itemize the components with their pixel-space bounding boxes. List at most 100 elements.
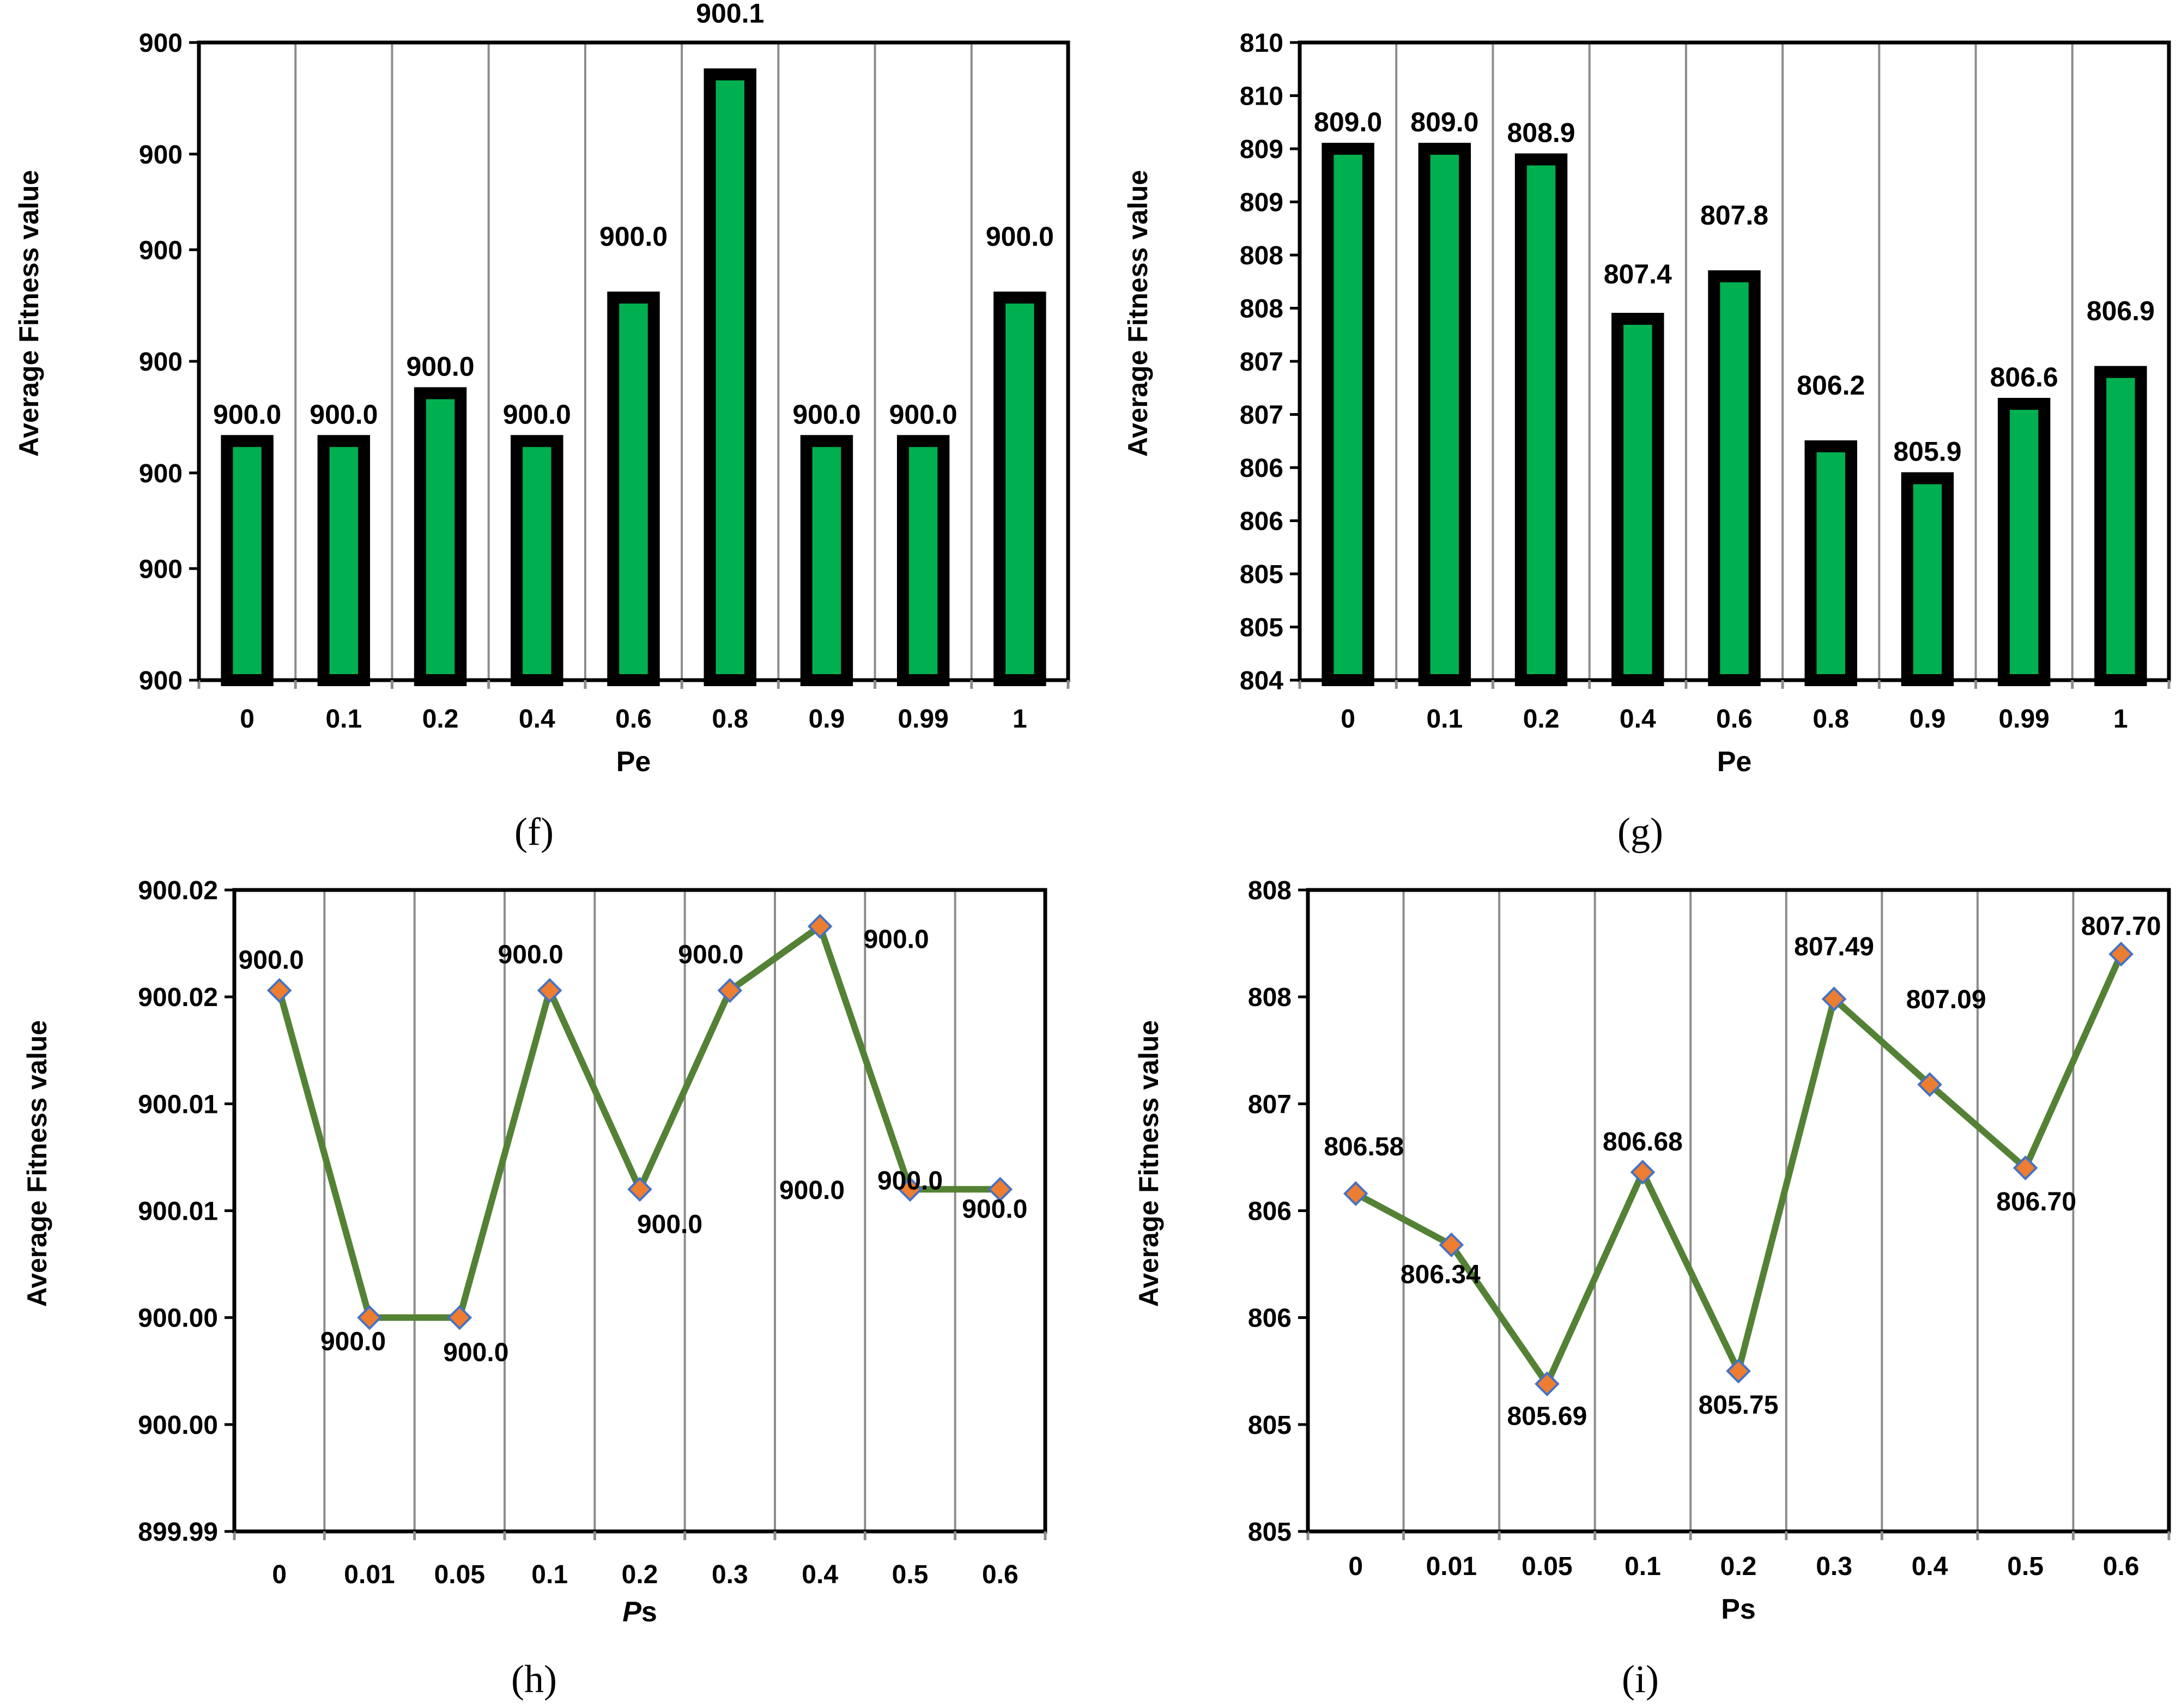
data-label: 806.2 [1797,370,1865,401]
data-point [447,1305,472,1330]
x-tick-label: 0.3 [712,1560,748,1589]
bar [800,435,853,686]
bar [2094,366,2147,686]
data-label: 900.0 [889,399,957,429]
x-tick-label: 0.1 [325,705,362,734]
y-tick-label: 807 [1248,1090,1292,1119]
data-label: 806.34 [1401,1260,1481,1289]
y-tick-label: 900 [139,236,183,265]
x-tick-label: 0 [272,1560,287,1589]
bar [1418,143,1471,686]
data-label: 807.70 [2081,912,2161,941]
data-label: 900.0 [599,221,668,252]
data-point [627,1177,652,1202]
data-point [1726,1358,1751,1384]
data-label: 900.0 [503,399,571,429]
data-point [2013,1155,2038,1180]
chart-h: 899.99900.00900.00900.01900.01900.02900.… [22,876,1047,1701]
bar [993,292,1046,686]
bar [414,387,467,686]
bar [1322,143,1374,686]
data-label: 807.4 [1604,259,1672,289]
y-tick-label: 806 [1240,507,1283,536]
x-tick-label: 0.05 [434,1560,485,1589]
x-tick-label: 0.4 [1620,705,1656,734]
y-tick-label: 808 [1248,983,1292,1012]
bar [704,68,756,686]
data-point [1439,1232,1464,1258]
y-axis-title: Average Fitness value [14,170,44,457]
data-label: 900.0 [443,1338,508,1367]
chart-i: 805 805 806 806 807 808 808 0 0.01 0.05 0.1 0.2 0.3 0… [1134,876,2171,1701]
data-label: 900.0 [406,352,474,382]
chart-f: 900 900 900 900 900 900 900 0 0.1 0.2 0.4 0.6 0.8 0.9… [14,0,1070,853]
y-tick-label: 900.01 [138,1197,218,1226]
x-tick-label: 1 [1013,705,1027,734]
data-label: 806.9 [2087,296,2155,326]
bar [317,435,371,686]
y-tick-label: 900 [139,459,183,488]
data-point [807,913,833,939]
data-label: 808.9 [1507,118,1575,148]
x-tick-label: 0.05 [1522,1552,1572,1581]
y-tick-label: 900 [139,348,183,377]
y-tick-label: 900.02 [138,876,218,905]
x-tick-label: 0.3 [1816,1552,1852,1581]
x-tick-label: 0.01 [344,1560,395,1589]
y-tick-label: 900.00 [138,1411,218,1440]
x-tick-label: 0.6 [982,1560,1019,1589]
x-tick-label: 0.2 [622,1560,658,1589]
panel-caption: (f) [514,810,554,853]
x-tick-label: 0.2 [1523,705,1560,734]
data-label-extra: 900.0 [779,1176,845,1205]
y-tick-label: 804 [1240,667,1283,695]
y-tick-label: 805 [1240,560,1283,589]
panel-caption: (g) [1617,810,1663,853]
panel-caption: (i) [1622,1657,1659,1701]
data-label: 900.0 [310,399,378,429]
bar [1804,440,1857,686]
chart-g: 804 805 805 806 806 807 807 808 808 809 809 810 810 0… [1123,29,2171,853]
data-label: 806.58 [1324,1132,1404,1161]
data-label: 809.0 [1314,107,1382,137]
y-tick-label: 900 [139,667,183,695]
data-label: 806.6 [1990,362,2058,392]
data-label: 807.8 [1700,200,1768,231]
data-label: 807.49 [1794,932,1874,961]
bar [607,292,660,686]
data-label: 900.1 [696,0,764,29]
data-point [1343,1181,1368,1206]
x-tick-label: 0.9 [1910,705,1946,734]
x-axis-title-rest: s [641,1596,657,1628]
data-label: 809.0 [1410,107,1478,137]
y-tick-label: 807 [1240,401,1283,430]
data-label: 805.69 [1507,1402,1587,1431]
y-tick-label: 900.01 [138,1090,218,1119]
bar [221,435,274,686]
x-tick-label: 0.01 [1426,1552,1477,1581]
data-label: 900.0 [864,925,929,954]
data-point [898,1177,923,1202]
x-axis-title: Ps [1721,1594,1756,1625]
data-point [717,978,743,1003]
y-tick-label: 806 [1240,454,1283,483]
y-tick-label: 806 [1248,1304,1292,1333]
x-tick-label: 0.6 [1716,705,1753,734]
data-label: 900.0 [320,1328,386,1356]
y-axis-title: Average Fitness value [1123,170,1153,457]
data-label: 805.9 [1893,437,1961,467]
x-axis-title-italic: P [622,1596,641,1628]
x-tick-label: 0 [1341,705,1355,734]
y-tick-label: 900.00 [138,1304,218,1333]
bar [1611,313,1664,686]
x-axis-title: Pe [1717,746,1752,778]
x-axis-title: Ps [622,1596,657,1628]
data-point [2108,941,2134,967]
y-tick-label: 900 [139,555,183,584]
x-tick-label: 0.1 [531,1560,568,1589]
x-tick-label: 0.5 [2007,1552,2044,1581]
x-tick-label: 0.1 [1625,1552,1661,1581]
data-point [1821,986,1847,1012]
y-tick-label: 807 [1240,348,1283,377]
